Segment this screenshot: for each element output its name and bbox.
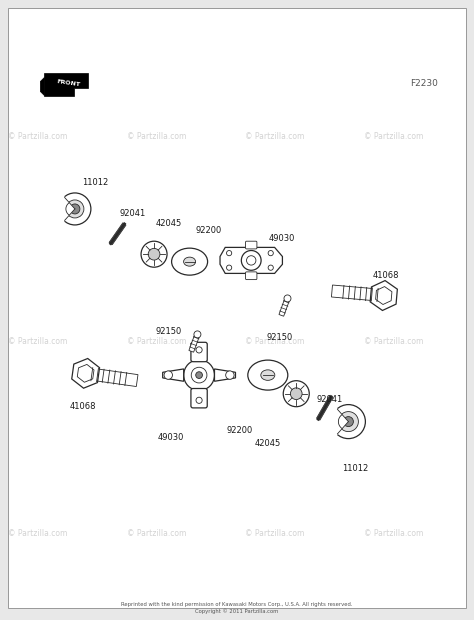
Wedge shape <box>57 195 75 223</box>
Circle shape <box>141 241 167 267</box>
Polygon shape <box>72 358 100 388</box>
Polygon shape <box>85 368 138 386</box>
Polygon shape <box>109 223 126 245</box>
Text: © Partzilla.com: © Partzilla.com <box>8 529 68 538</box>
Polygon shape <box>163 369 184 381</box>
Circle shape <box>70 204 80 214</box>
Text: 11012: 11012 <box>342 464 369 472</box>
Text: 11012: 11012 <box>82 179 108 187</box>
Polygon shape <box>45 73 88 95</box>
Text: 92200: 92200 <box>226 427 253 435</box>
Text: FRONT: FRONT <box>56 79 81 87</box>
Text: 49030: 49030 <box>269 234 295 243</box>
Ellipse shape <box>248 360 288 390</box>
Text: © Partzilla.com: © Partzilla.com <box>245 529 305 538</box>
Text: © Partzilla.com: © Partzilla.com <box>364 529 423 538</box>
Polygon shape <box>375 286 392 304</box>
Text: F2230: F2230 <box>410 79 438 88</box>
Circle shape <box>343 417 354 427</box>
Text: © Partzilla.com: © Partzilla.com <box>364 337 423 345</box>
Polygon shape <box>370 281 397 311</box>
Text: © Partzilla.com: © Partzilla.com <box>364 132 423 141</box>
Circle shape <box>164 371 173 379</box>
Text: 92150: 92150 <box>266 334 293 342</box>
Ellipse shape <box>172 248 208 275</box>
Text: 92150: 92150 <box>155 327 182 336</box>
Text: © Partzilla.com: © Partzilla.com <box>8 337 68 345</box>
Text: 42045: 42045 <box>155 219 182 228</box>
Text: 92041: 92041 <box>316 396 343 404</box>
Circle shape <box>338 412 358 432</box>
Polygon shape <box>331 285 384 301</box>
Polygon shape <box>40 78 45 95</box>
FancyBboxPatch shape <box>191 389 207 408</box>
FancyBboxPatch shape <box>191 342 207 361</box>
Circle shape <box>284 295 291 302</box>
Text: Reprinted with the kind permission of Kawasaki Motors Corp., U.S.A. All rights r: Reprinted with the kind permission of Ka… <box>121 602 353 614</box>
Circle shape <box>148 249 160 260</box>
Polygon shape <box>214 369 236 381</box>
Wedge shape <box>329 407 348 436</box>
Text: 41068: 41068 <box>373 272 400 280</box>
Text: 42045: 42045 <box>255 439 281 448</box>
FancyBboxPatch shape <box>246 241 257 249</box>
Circle shape <box>331 405 365 438</box>
Text: 49030: 49030 <box>157 433 184 441</box>
FancyBboxPatch shape <box>246 272 257 280</box>
Text: © Partzilla.com: © Partzilla.com <box>127 529 186 538</box>
Circle shape <box>283 381 309 407</box>
Polygon shape <box>220 247 283 273</box>
Circle shape <box>66 200 84 218</box>
Text: 41068: 41068 <box>70 402 96 410</box>
Text: 92200: 92200 <box>195 226 222 235</box>
Text: © Partzilla.com: © Partzilla.com <box>127 337 186 345</box>
Ellipse shape <box>183 257 196 266</box>
Ellipse shape <box>261 370 275 380</box>
Circle shape <box>59 193 91 225</box>
Polygon shape <box>317 396 333 420</box>
Polygon shape <box>279 298 290 316</box>
Circle shape <box>194 331 201 338</box>
Polygon shape <box>189 334 200 352</box>
Text: © Partzilla.com: © Partzilla.com <box>245 337 305 345</box>
Text: © Partzilla.com: © Partzilla.com <box>8 132 68 141</box>
Text: 92041: 92041 <box>119 210 146 218</box>
Circle shape <box>196 372 202 378</box>
Polygon shape <box>77 365 94 383</box>
Text: © Partzilla.com: © Partzilla.com <box>127 132 186 141</box>
Circle shape <box>291 388 302 399</box>
Circle shape <box>226 371 234 379</box>
Text: © Partzilla.com: © Partzilla.com <box>245 132 305 141</box>
